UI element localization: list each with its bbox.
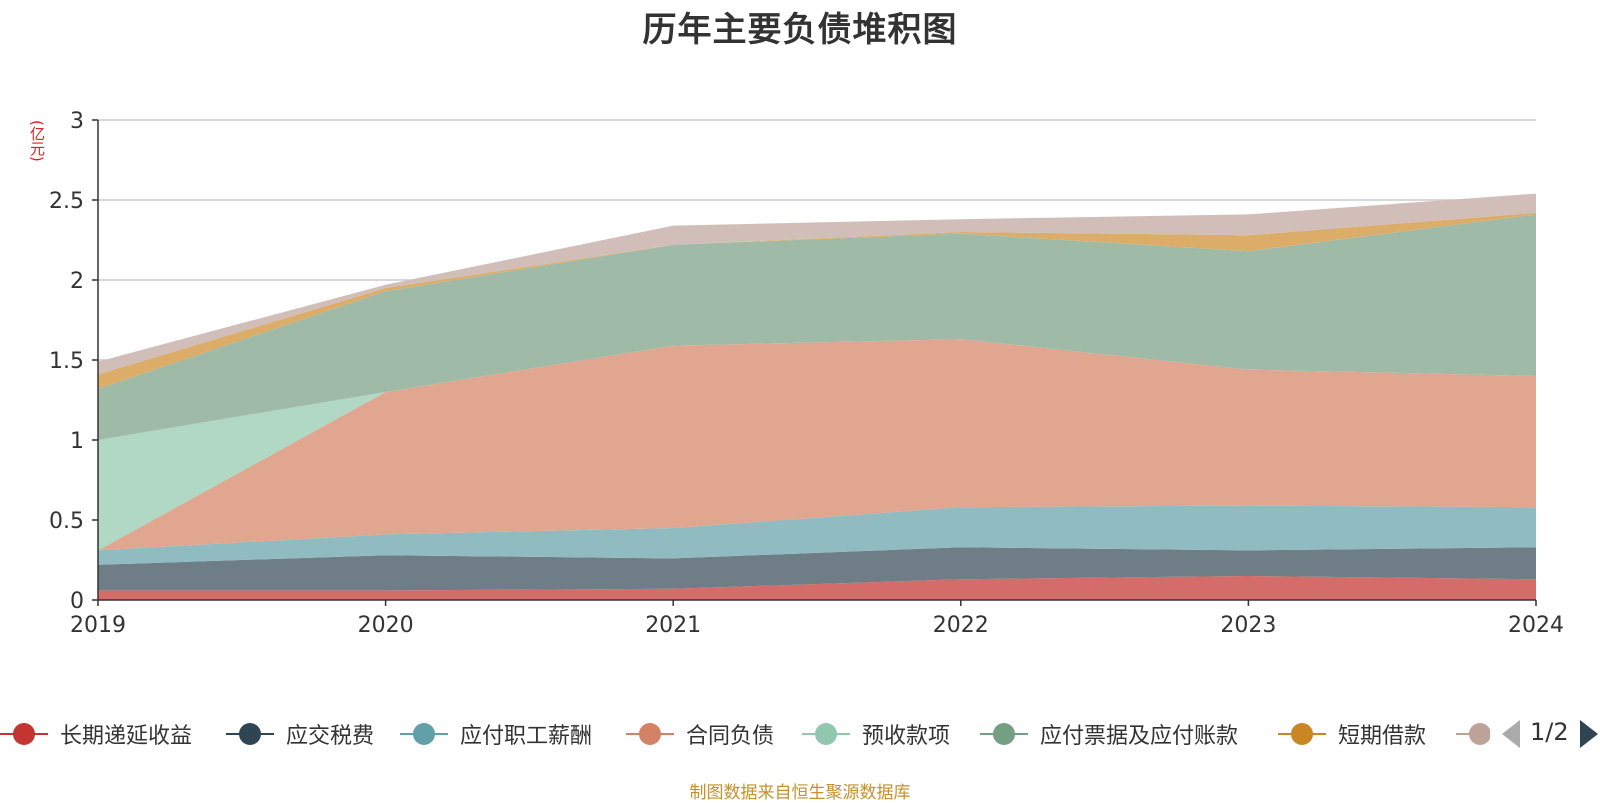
y-tick-label: 1 bbox=[70, 429, 84, 454]
x-tick-label: 2022 bbox=[933, 613, 989, 638]
x-tick-label: 2019 bbox=[70, 613, 126, 638]
axes: 0 0.5 1 1.5 2 2.5 3 2019 2020 2021 2022 2023 2024 bbox=[49, 109, 1564, 638]
legend-item[interactable]: 应交税费 bbox=[226, 712, 374, 756]
y-axis-unit-label: (亿元) bbox=[28, 120, 46, 162]
legend-item[interactable]: 应付票据及应付账款 bbox=[980, 712, 1238, 756]
area-series-2 bbox=[98, 505, 1536, 565]
y-tick-label: 2 bbox=[70, 269, 84, 294]
legend-label: 长期递延收益 bbox=[60, 724, 193, 749]
legend-item[interactable]: 长期递延收益 bbox=[0, 712, 192, 756]
legend-item[interactable]: 预收款项 bbox=[802, 712, 950, 756]
legend-item[interactable]: 应付职工薪酬 bbox=[400, 712, 592, 756]
area-series-3 bbox=[98, 339, 1536, 551]
legend-swatch-icon bbox=[802, 722, 850, 746]
legend-item[interactable]: 合同负债 bbox=[626, 712, 774, 756]
area-series-layer bbox=[98, 193, 1536, 600]
legend-swatch-icon bbox=[226, 722, 274, 746]
legend-swatch-icon bbox=[0, 722, 48, 746]
x-tick-label: 2020 bbox=[358, 613, 414, 638]
area-series-7 bbox=[98, 193, 1536, 375]
x-tick-label: 2024 bbox=[1508, 613, 1564, 638]
y-tick-label: 2.5 bbox=[49, 189, 84, 214]
area-series-1 bbox=[98, 547, 1536, 591]
x-tick-label: 2023 bbox=[1220, 613, 1276, 638]
legend-item[interactable]: 短期借款 bbox=[1278, 712, 1426, 756]
y-tick-label: 0.5 bbox=[49, 509, 84, 534]
area-series-0 bbox=[98, 576, 1536, 600]
area-series-6 bbox=[98, 212, 1536, 389]
legend-label: 短期借款 bbox=[1338, 724, 1427, 749]
legend-item-partial[interactable] bbox=[1456, 712, 1490, 756]
legend-label: 应付票据及应付账款 bbox=[1040, 724, 1239, 749]
legend-label: 应交税费 bbox=[286, 724, 375, 749]
area-series-5 bbox=[98, 214, 1536, 440]
legend-pager: 1/2 bbox=[1500, 712, 1600, 756]
source-note: 制图数据来自恒生聚源数据库 bbox=[689, 783, 911, 803]
y-tick-label: 0 bbox=[70, 589, 84, 614]
legend-swatch-icon bbox=[1278, 722, 1326, 746]
y-tick-label: 1.5 bbox=[49, 349, 84, 374]
legend-page-indicator: 1/2 bbox=[1530, 718, 1569, 746]
legend-swatch-icon bbox=[980, 722, 1028, 746]
chart-title: 历年主要负债堆积图 bbox=[642, 10, 958, 50]
y-tick-label: 3 bbox=[70, 109, 84, 134]
legend-swatch-icon bbox=[1456, 722, 1490, 746]
legend-label: 预收款项 bbox=[862, 724, 951, 749]
legend: 长期递延收益 应交税费 应付职工薪酬 合同负债 预收款项 应付票据及应付账款 短期借款 bbox=[0, 712, 1600, 756]
stacked-area-chart: 0 0.5 1 1.5 2 2.5 3 2019 2020 2021 2022 2023 2024 bbox=[49, 109, 1564, 638]
legend-swatch-icon bbox=[626, 722, 674, 746]
x-tick-label: 2021 bbox=[645, 613, 701, 638]
legend-prev-icon[interactable] bbox=[1502, 720, 1520, 748]
legend-next-icon[interactable] bbox=[1580, 720, 1598, 748]
legend-swatch-icon bbox=[400, 722, 448, 746]
legend-label: 合同负债 bbox=[686, 724, 775, 749]
legend-label: 应付职工薪酬 bbox=[460, 724, 593, 749]
